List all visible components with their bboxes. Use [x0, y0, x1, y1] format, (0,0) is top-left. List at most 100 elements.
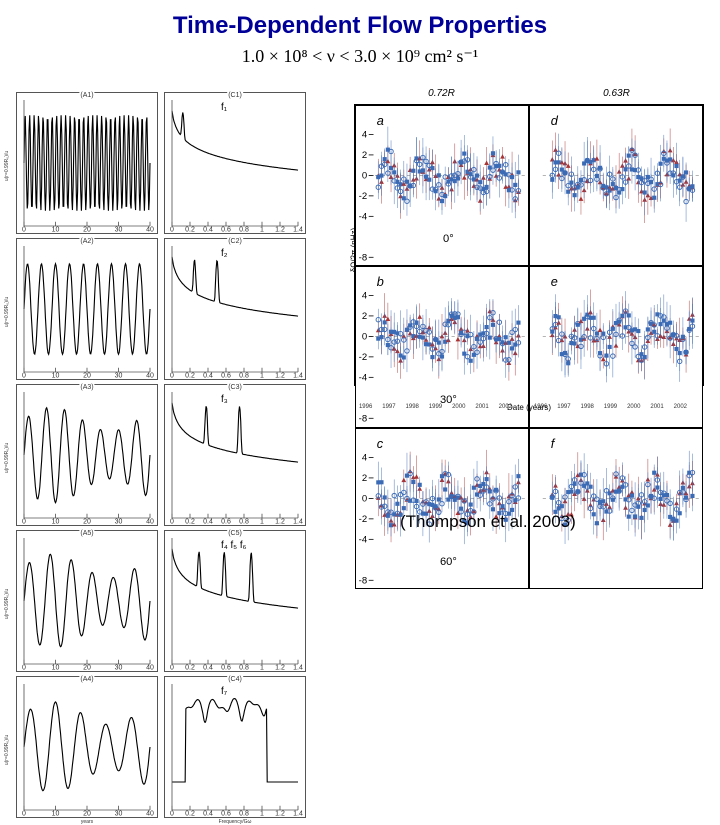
figure-area: (A1) u(r=0.99R₀)/u 010203040 (C1) 00.20.…	[0, 92, 720, 540]
svg-text:-8: -8	[359, 575, 368, 586]
svg-text:20: 20	[83, 665, 91, 671]
svg-text:40: 40	[146, 227, 154, 233]
svg-text:b: b	[377, 274, 384, 289]
svg-text:0: 0	[170, 665, 174, 671]
svg-text:10: 10	[52, 519, 60, 525]
svg-text:0.2: 0.2	[185, 811, 195, 817]
svg-text:1.4: 1.4	[293, 811, 303, 817]
svg-text:0.6: 0.6	[221, 227, 231, 233]
right-xticks: 1996199719981999200020012002	[354, 404, 517, 410]
mini-panel-C3: (C3) 00.20.40.60.811.21.4 f₃	[164, 384, 306, 526]
mini-panel-C1: (C1) 00.20.40.60.811.21.4 f₁	[164, 92, 306, 234]
col-title-left: 0.72R	[354, 88, 529, 99]
svg-text:0.8: 0.8	[239, 227, 249, 233]
svg-text:f₁: f₁	[221, 102, 228, 113]
svg-text:0: 0	[362, 332, 367, 343]
svg-text:40: 40	[146, 811, 154, 817]
svg-text:-2: -2	[359, 514, 368, 525]
svg-text:40: 40	[146, 519, 154, 525]
svg-text:40: 40	[146, 665, 154, 671]
svg-text:0.4: 0.4	[203, 519, 213, 525]
right-panel-d: d	[529, 105, 703, 266]
col-title-right: 0.63R	[529, 88, 704, 99]
mini-panel-A5: (A5) u(r=0.99R₀)/u 010203040	[16, 530, 158, 672]
mini-panel-C4: (C4) 00.20.40.60.811.21.4 f₇ Frequency/G…	[164, 676, 306, 818]
svg-text:0: 0	[170, 373, 174, 379]
svg-text:20: 20	[83, 227, 91, 233]
svg-text:0.2: 0.2	[185, 373, 195, 379]
svg-text:0.8: 0.8	[239, 811, 249, 817]
svg-text:-8: -8	[359, 252, 368, 263]
mini-panel-A1: (A1) u(r=0.99R₀)/u 010203040	[16, 92, 158, 234]
svg-text:0: 0	[170, 519, 174, 525]
svg-text:1.4: 1.4	[293, 665, 303, 671]
svg-text:f₃: f₃	[221, 394, 228, 405]
svg-text:4: 4	[362, 291, 368, 302]
svg-text:0.6: 0.6	[221, 665, 231, 671]
svg-text:30: 30	[115, 227, 123, 233]
svg-text:0: 0	[170, 227, 174, 233]
svg-text:0.8: 0.8	[239, 665, 249, 671]
svg-text:0.4: 0.4	[203, 227, 213, 233]
svg-text:0.4: 0.4	[203, 665, 213, 671]
svg-text:2: 2	[362, 311, 367, 322]
right-panel-c: -8-4-2024 c 60°	[355, 428, 529, 589]
svg-text:c: c	[377, 436, 384, 451]
svg-text:0: 0	[170, 811, 174, 817]
svg-text:0.8: 0.8	[239, 519, 249, 525]
svg-text:1.2: 1.2	[275, 519, 285, 525]
mini-panel-C2: (C2) 00.20.40.60.811.21.4 f₂	[164, 238, 306, 380]
svg-text:1: 1	[260, 811, 264, 817]
svg-text:40: 40	[146, 373, 154, 379]
svg-text:f₇: f₇	[221, 686, 228, 697]
svg-text:0: 0	[22, 665, 26, 671]
svg-text:1.2: 1.2	[275, 227, 285, 233]
right-xticks: 1996199719981999200020012002	[529, 404, 692, 410]
citation-text: (Thompson et al. 2003)	[400, 512, 576, 532]
svg-text:0: 0	[22, 227, 26, 233]
mini-panel-A2: (A2) u(r=0.99R₀)/u 010203040	[16, 238, 158, 380]
svg-text:e: e	[551, 274, 558, 289]
svg-text:0: 0	[362, 171, 367, 182]
svg-text:-4: -4	[359, 212, 368, 223]
svg-text:1.4: 1.4	[293, 227, 303, 233]
svg-text:1: 1	[260, 227, 264, 233]
svg-text:0.8: 0.8	[239, 373, 249, 379]
right-panel-f: f	[529, 428, 703, 589]
svg-text:0.6: 0.6	[221, 373, 231, 379]
svg-text:f₄ f₅ f₆: f₄ f₅ f₆	[221, 540, 247, 551]
svg-text:0: 0	[22, 811, 26, 817]
svg-text:0.4: 0.4	[203, 373, 213, 379]
svg-text:30: 30	[115, 373, 123, 379]
svg-text:0: 0	[22, 373, 26, 379]
svg-text:0.2: 0.2	[185, 519, 195, 525]
svg-text:2: 2	[362, 150, 367, 161]
svg-text:10: 10	[52, 373, 60, 379]
svg-text:0.2: 0.2	[185, 227, 195, 233]
svg-text:1.2: 1.2	[275, 811, 285, 817]
svg-text:1.4: 1.4	[293, 519, 303, 525]
svg-text:a: a	[377, 113, 384, 128]
formula-text: 1.0 × 10⁸ < ν < 3.0 × 10⁹ cm² s⁻¹	[0, 46, 720, 67]
svg-text:60°: 60°	[440, 555, 457, 567]
right-subplot-grid: -8-4-2024 a 0° d -8-4-2024 b 30° e -8-4-…	[354, 104, 704, 386]
svg-text:1.4: 1.4	[293, 373, 303, 379]
svg-text:2: 2	[362, 473, 367, 484]
page-title: Time-Dependent Flow Properties	[0, 0, 720, 40]
svg-text:10: 10	[52, 665, 60, 671]
svg-text:1.2: 1.2	[275, 665, 285, 671]
svg-text:0.6: 0.6	[221, 811, 231, 817]
svg-text:-8: -8	[359, 414, 368, 425]
svg-text:0: 0	[22, 519, 26, 525]
svg-text:-2: -2	[359, 352, 368, 363]
svg-text:-4: -4	[359, 373, 368, 384]
svg-text:0: 0	[362, 493, 367, 504]
svg-text:30: 30	[115, 665, 123, 671]
right-col-titles: 0.72R 0.63R	[354, 88, 704, 99]
left-panel-grid: (A1) u(r=0.99R₀)/u 010203040 (C1) 00.20.…	[16, 92, 306, 532]
svg-text:f: f	[551, 436, 556, 451]
svg-text:10: 10	[52, 811, 60, 817]
svg-text:0.2: 0.2	[185, 665, 195, 671]
mini-panel-A3: (A3) u(r=0.99R₀)/u 010203040	[16, 384, 158, 526]
svg-text:20: 20	[83, 811, 91, 817]
